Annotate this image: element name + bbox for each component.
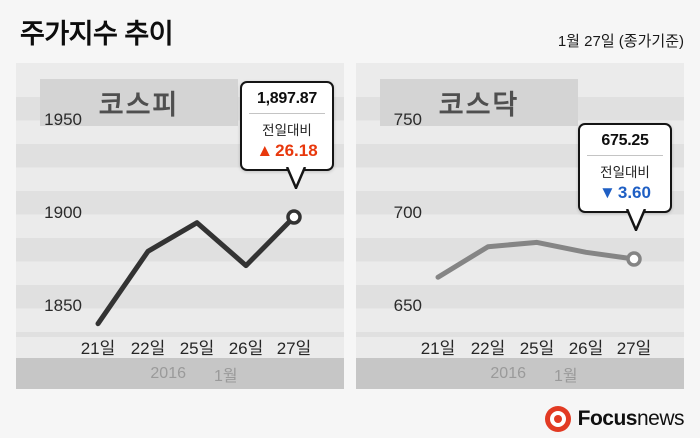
callout-pointer — [285, 167, 307, 189]
callout-pointer — [625, 209, 647, 231]
chart-title-kosdaq: 코스닥 — [380, 79, 578, 126]
divider — [249, 113, 325, 114]
axis-period-band-kospi: 2016 1월 — [16, 358, 344, 389]
x-tick: 25일 — [179, 339, 215, 358]
date-note: 1월 27일 (종가기준) — [557, 33, 684, 50]
brand-rest: news — [636, 407, 685, 430]
x-axis-labels-kosdaq: 21일 22일 25일 26일 27일 — [356, 334, 684, 358]
callout-kosdaq: 675.25 전일대비 ▼ 3.60 — [578, 123, 672, 231]
axis-month: 1월 — [213, 367, 238, 385]
brand-bold: Focus — [577, 407, 638, 430]
chart-title-kospi: 코스피 — [40, 79, 238, 126]
callout-kospi: 1,897.87 전일대비 ▲ 26.18 — [240, 81, 334, 189]
callout-label: 전일대비 — [600, 165, 650, 180]
focusnews-logo-icon — [544, 406, 571, 432]
callout-change-value: 26.18 — [275, 141, 318, 160]
x-tick: 25일 — [519, 339, 555, 358]
axis-year: 2016 — [150, 364, 186, 382]
x-tick: 21일 — [80, 339, 116, 358]
y-axis-tick: 700 — [393, 203, 422, 222]
up-arrow-icon: ▲ — [256, 141, 274, 160]
callout-change: ▲ 26.18 — [246, 141, 328, 161]
focusnews-logo-text: Focusnews — [577, 407, 685, 431]
callout-value: 1,897.87 — [257, 90, 317, 107]
callout-value: 675.25 — [601, 132, 649, 149]
y-axis-tick: 1900 — [44, 203, 82, 222]
callout-label: 전일대비 — [262, 123, 312, 138]
callout-change-value: 3.60 — [617, 183, 651, 202]
axis-year: 2016 — [490, 364, 526, 382]
line-chart-kospi — [95, 209, 302, 327]
chart-panel-kosdaq: 코스닥 750 700 650 21일 22일 25일 26일 27일 2016… — [356, 63, 684, 389]
x-tick: 26일 — [228, 339, 264, 358]
x-tick: 27일 — [616, 339, 652, 358]
axis-period-band-kosdaq: 2016 1월 — [356, 358, 684, 389]
callout-change: ▼ 3.60 — [584, 183, 666, 203]
x-tick: 27일 — [276, 339, 312, 358]
footer-brand: Focusnews — [544, 406, 685, 432]
x-tick: 22일 — [470, 339, 506, 358]
page-title: 주가지수 추이 — [20, 19, 174, 49]
chart-panel-kospi: 코스피 1950 1900 1850 21일 22일 25일 26일 27일 2… — [16, 63, 344, 389]
y-axis-tick: 750 — [393, 110, 422, 129]
x-tick: 22일 — [130, 339, 166, 358]
axis-month: 1월 — [553, 367, 578, 385]
x-axis-labels-kospi: 21일 22일 25일 26일 27일 — [16, 334, 344, 358]
y-axis-tick: 1950 — [44, 110, 82, 129]
line-chart-kosdaq — [435, 239, 642, 280]
x-tick: 21일 — [420, 339, 456, 358]
y-axis-tick: 650 — [393, 296, 422, 315]
down-arrow-icon: ▼ — [599, 183, 616, 202]
x-tick: 26일 — [568, 339, 604, 358]
y-axis-tick: 1850 — [44, 296, 82, 315]
divider — [587, 155, 663, 156]
